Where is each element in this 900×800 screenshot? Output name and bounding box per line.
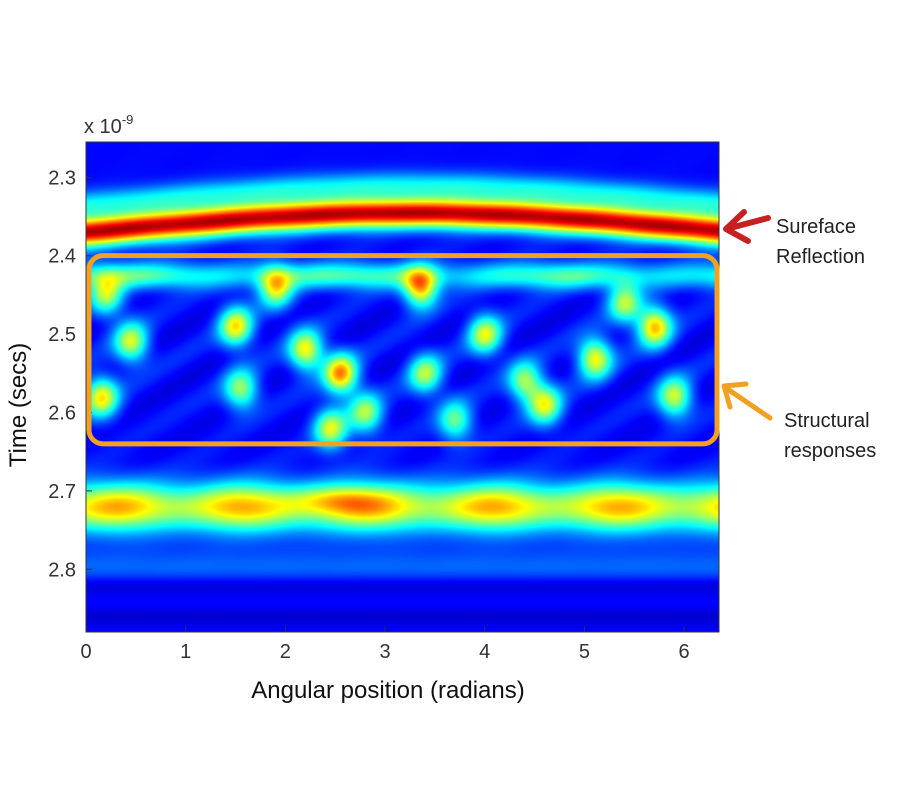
x-tick-label: 4: [479, 641, 490, 663]
structural-responses-label: Structural responses: [784, 410, 876, 462]
x-tick-label: 5: [579, 641, 590, 663]
y-axis: 2.3 2.4 2.5 2.6 2.7 2.8: [48, 167, 92, 581]
x-tick-label: 1: [180, 641, 191, 663]
y-tick-label: 2.6: [48, 402, 76, 424]
y-tick-label: 2.8: [48, 559, 76, 581]
y-multiplier-exponent: -9: [122, 112, 134, 127]
y-tick-label: 2.3: [48, 167, 76, 189]
plot-area: [85, 141, 720, 633]
heatmap-image: [86, 142, 719, 632]
y-axis-label: Time (secs): [5, 343, 32, 467]
x-axis-label: Angular position (radians): [251, 677, 524, 704]
y-tick-label: 2.7: [48, 481, 76, 503]
surface-reflection-label: Sureface Reflection: [776, 216, 865, 268]
x-tick-label: 0: [80, 641, 91, 663]
structural-responses-box: [86, 253, 720, 447]
x-axis: 0 1 2 3 4 5 6: [80, 626, 690, 663]
surface-reflection-arrow: [723, 209, 771, 244]
y-tick-label: 2.5: [48, 324, 76, 346]
x-tick-label: 2: [280, 641, 291, 663]
y-multiplier: x 10-9: [84, 112, 133, 138]
x-tick-label: 6: [679, 641, 690, 663]
y-tick-label: 2.4: [48, 246, 76, 268]
x-tick-label: 3: [379, 641, 390, 663]
structural-responses-arrow: [721, 381, 773, 421]
